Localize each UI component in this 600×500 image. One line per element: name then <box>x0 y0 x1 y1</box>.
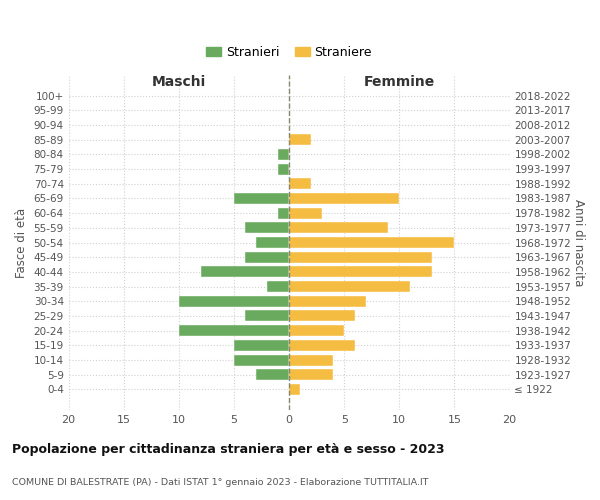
Bar <box>245 252 289 262</box>
Bar <box>245 222 289 234</box>
Bar <box>289 134 311 145</box>
Bar <box>256 369 289 380</box>
Y-axis label: Anni di nascita: Anni di nascita <box>572 199 585 286</box>
Text: Maschi: Maschi <box>152 76 206 90</box>
Bar <box>278 208 289 218</box>
Bar <box>289 354 333 366</box>
Legend: Stranieri, Straniere: Stranieri, Straniere <box>201 41 377 64</box>
Bar <box>278 149 289 160</box>
Bar <box>179 296 289 307</box>
Bar <box>234 354 289 366</box>
Bar <box>289 178 311 190</box>
Bar <box>201 266 289 278</box>
Bar <box>289 222 388 234</box>
Bar <box>289 296 366 307</box>
Bar <box>267 281 289 292</box>
Bar <box>289 208 322 218</box>
Text: COMUNE DI BALESTRATE (PA) - Dati ISTAT 1° gennaio 2023 - Elaborazione TUTTITALIA: COMUNE DI BALESTRATE (PA) - Dati ISTAT 1… <box>12 478 428 487</box>
Text: Femmine: Femmine <box>364 76 435 90</box>
Bar <box>179 325 289 336</box>
Bar <box>289 340 355 351</box>
Bar <box>289 237 454 248</box>
Bar <box>234 340 289 351</box>
Bar <box>289 384 300 395</box>
Bar <box>289 281 410 292</box>
Bar <box>245 310 289 322</box>
Bar <box>289 369 333 380</box>
Bar <box>256 237 289 248</box>
Bar <box>289 310 355 322</box>
Y-axis label: Fasce di età: Fasce di età <box>15 208 28 278</box>
Bar <box>289 325 344 336</box>
Bar <box>289 252 433 262</box>
Bar <box>289 266 433 278</box>
Bar <box>278 164 289 174</box>
Text: Popolazione per cittadinanza straniera per età e sesso - 2023: Popolazione per cittadinanza straniera p… <box>12 442 445 456</box>
Bar <box>234 193 289 204</box>
Bar <box>289 193 399 204</box>
